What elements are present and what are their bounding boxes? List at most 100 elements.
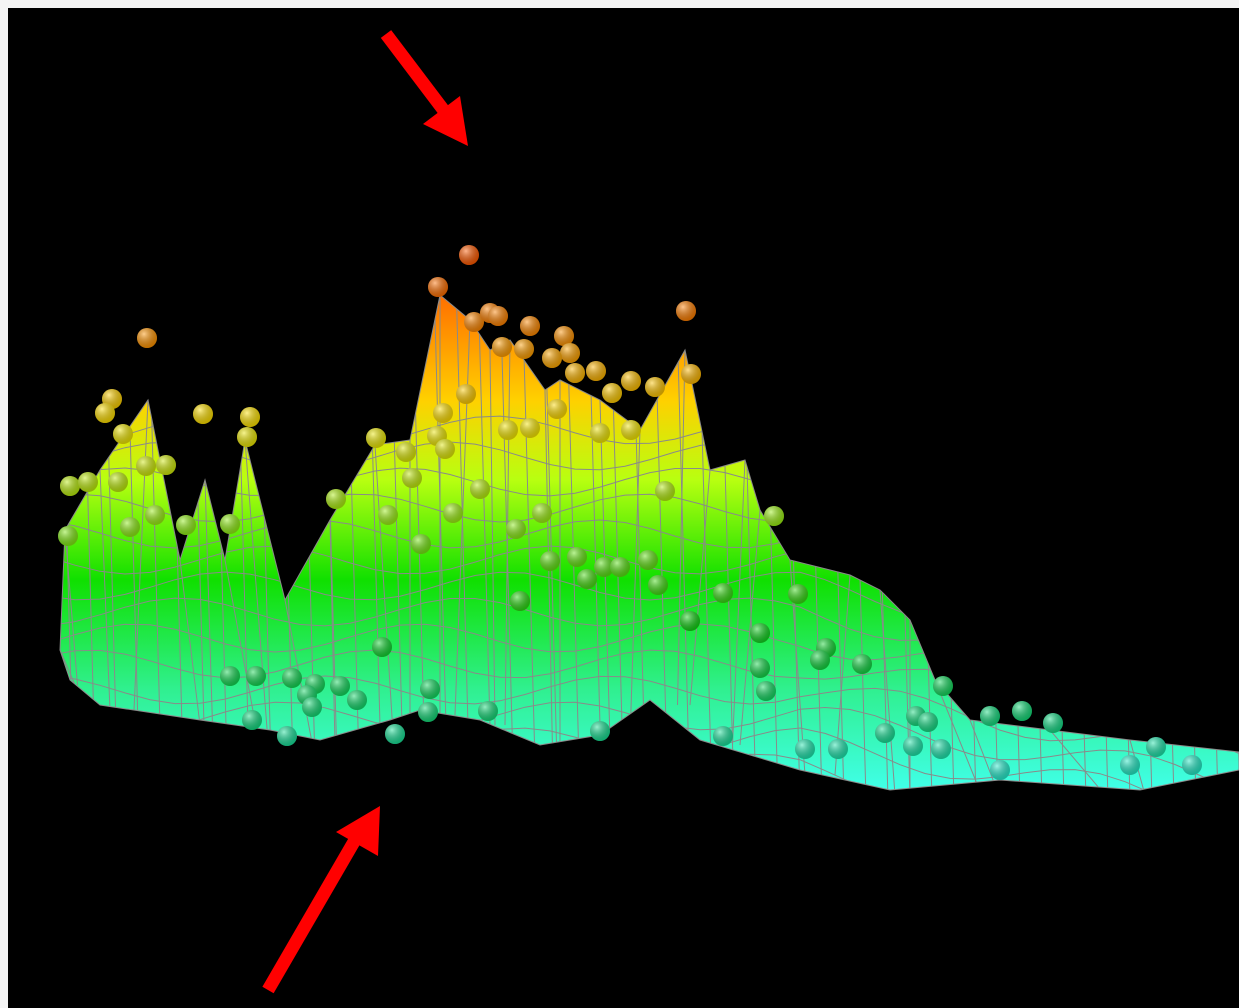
sphere-shade xyxy=(78,472,98,492)
sphere-shade xyxy=(520,316,540,336)
sphere-shade xyxy=(464,312,484,332)
sphere-shade xyxy=(980,706,1000,726)
sphere-shade xyxy=(193,404,213,424)
sphere-shade xyxy=(456,384,476,404)
sphere-shade xyxy=(764,506,784,526)
sphere-shade xyxy=(788,584,808,604)
sphere-shade xyxy=(621,371,641,391)
sphere-shade xyxy=(433,403,453,423)
sphere-shade xyxy=(676,301,696,321)
sphere-shade xyxy=(145,505,165,525)
mesh-line xyxy=(677,349,686,706)
sphere-shade xyxy=(547,399,567,419)
sphere-shade xyxy=(750,658,770,678)
sphere-shade xyxy=(567,547,587,567)
arrow-shaft xyxy=(262,836,361,994)
sphere-shade xyxy=(713,583,733,603)
sphere-shade xyxy=(586,361,606,381)
sphere-shade xyxy=(875,723,895,743)
sphere-shade xyxy=(95,403,115,423)
sphere-shade xyxy=(594,557,614,577)
sphere-shade xyxy=(810,650,830,670)
sphere-shade xyxy=(750,623,770,643)
sphere-shade xyxy=(396,442,416,462)
sphere-shade xyxy=(411,534,431,554)
sphere-shade xyxy=(560,343,580,363)
sphere-shade xyxy=(347,690,367,710)
sphere-shade xyxy=(1182,755,1202,775)
sphere-shade xyxy=(237,427,257,447)
sphere-shade xyxy=(385,724,405,744)
sphere-shade xyxy=(282,668,302,688)
sphere-shade xyxy=(498,420,518,440)
sphere-shade xyxy=(933,676,953,696)
sphere-shade xyxy=(510,591,530,611)
sphere-shade xyxy=(1120,755,1140,775)
sphere-shade xyxy=(610,557,630,577)
mesh-line xyxy=(732,459,746,746)
sphere-shade xyxy=(1012,701,1032,721)
sphere-shade xyxy=(713,726,733,746)
arrow xyxy=(262,806,380,994)
sphere-shade xyxy=(478,701,498,721)
mesh-line xyxy=(60,675,1239,760)
sphere-shade xyxy=(240,407,260,427)
sphere-shade xyxy=(565,363,585,383)
sphere-shade xyxy=(828,739,848,759)
sphere-shade xyxy=(1146,737,1166,757)
sphere-shade xyxy=(246,666,266,686)
sphere-shade xyxy=(326,489,346,509)
sphere-shade xyxy=(681,364,701,384)
sphere-shade xyxy=(378,505,398,525)
sphere-shade xyxy=(852,654,872,674)
mesh-line xyxy=(179,559,201,726)
sphere-shade xyxy=(108,472,128,492)
sphere-shade xyxy=(506,519,526,539)
sphere-shade xyxy=(137,328,157,348)
sphere-shade xyxy=(220,666,240,686)
sphere-shade xyxy=(795,739,815,759)
sphere-shade xyxy=(520,418,540,438)
mesh-line xyxy=(675,295,691,790)
sphere-shade xyxy=(242,710,262,730)
sphere-shade xyxy=(756,681,776,701)
sphere-shade xyxy=(302,697,322,717)
sphere-shade xyxy=(443,503,463,523)
sphere-shade xyxy=(648,575,668,595)
mesh-line xyxy=(433,295,449,790)
sphere-shade xyxy=(136,456,156,476)
sphere-shade xyxy=(470,479,490,499)
sphere-shade xyxy=(428,277,448,297)
mesh-line xyxy=(489,349,496,726)
mesh-line xyxy=(739,509,761,746)
sphere-shade xyxy=(918,712,938,732)
sphere-layer xyxy=(58,245,1202,780)
arrow-head xyxy=(336,806,380,856)
sphere-shade xyxy=(220,514,240,534)
sphere-shade xyxy=(590,423,610,443)
sphere-shade xyxy=(492,337,512,357)
mesh-line xyxy=(521,295,537,790)
sphere-shade xyxy=(542,348,562,368)
sphere-shade xyxy=(58,526,78,546)
sphere-shade xyxy=(532,503,552,523)
sphere-shade xyxy=(931,739,951,759)
sphere-shade xyxy=(577,569,597,589)
arrow-shaft xyxy=(380,30,451,116)
sphere-shade xyxy=(418,702,438,722)
mesh-line xyxy=(934,679,978,786)
arrow xyxy=(380,30,468,146)
sphere-shade xyxy=(156,455,176,475)
sphere-shade xyxy=(680,611,700,631)
sphere-shade xyxy=(655,481,675,501)
mesh-line xyxy=(99,469,111,711)
mesh-line xyxy=(689,469,711,706)
surface-outline xyxy=(59,294,1239,791)
sphere-shade xyxy=(402,468,422,488)
sphere-shade xyxy=(420,679,440,699)
mesh-line xyxy=(374,444,393,726)
sphere-shade xyxy=(602,383,622,403)
sphere-shade xyxy=(645,377,665,397)
mesh-line xyxy=(244,439,268,736)
